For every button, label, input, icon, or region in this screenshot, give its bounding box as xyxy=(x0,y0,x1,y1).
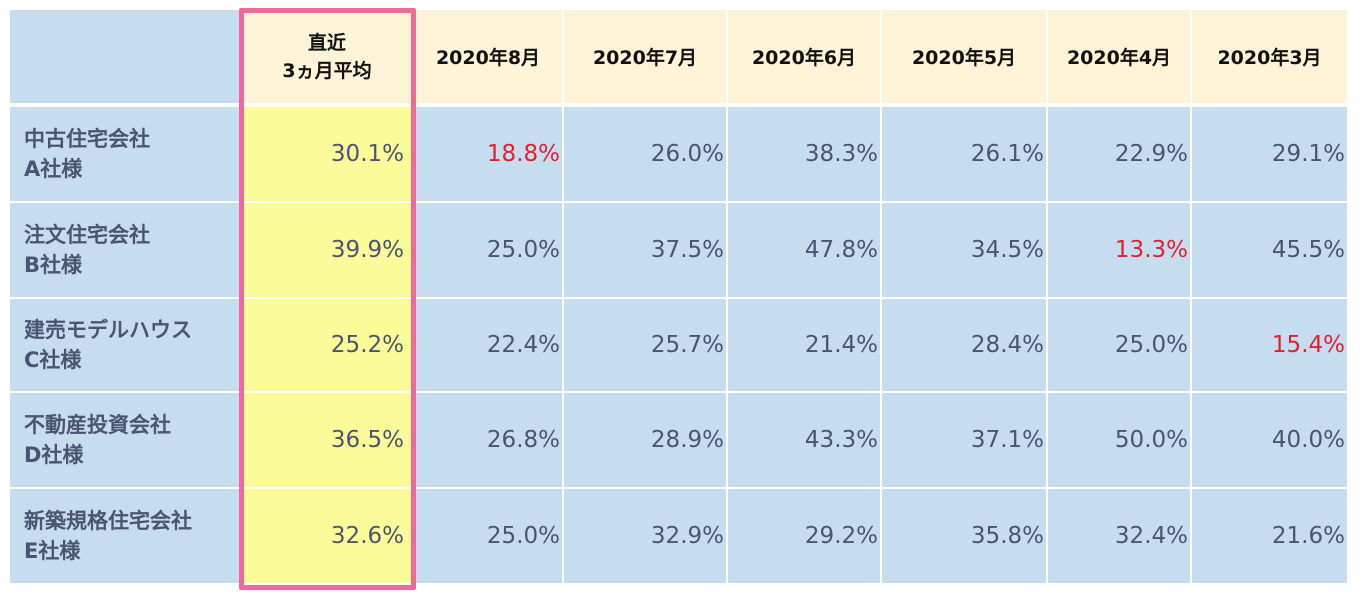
value-cell: 45.5% xyxy=(1192,203,1347,297)
value-cell: 47.8% xyxy=(728,203,880,297)
value-cell: 22.4% xyxy=(414,299,562,391)
value-cell: 32.9% xyxy=(564,489,726,583)
value-cell: 43.3% xyxy=(728,393,880,487)
value-cell: 25.0% xyxy=(1048,299,1190,391)
value-cell: 25.0% xyxy=(414,203,562,297)
avg-value-company-b: 39.9% xyxy=(242,203,412,297)
header-month-2020-04: 2020年4月 xyxy=(1048,10,1190,103)
header-month-2020-06: 2020年6月 xyxy=(728,10,880,103)
value-cell: 50.0% xyxy=(1048,393,1190,487)
comparison-table: 直近 3ヵ月平均 2020年8月 2020年7月 2020年6月 2020年5月… xyxy=(10,10,1347,585)
row-label-company-e: 新築規格住宅会社 E社様 xyxy=(10,489,240,583)
value-cell: 21.4% xyxy=(728,299,880,391)
avg-value-company-d: 36.5% xyxy=(242,393,412,487)
value-cell: 38.3% xyxy=(728,107,880,201)
header-3month-average: 直近 3ヵ月平均 xyxy=(242,10,412,103)
row-label-line1: 中古住宅会社 xyxy=(24,127,150,151)
value-cell: 40.0% xyxy=(1192,393,1347,487)
value-cell: 37.5% xyxy=(564,203,726,297)
avg-value-company-c: 25.2% xyxy=(242,299,412,391)
row-label-line2: B社様 xyxy=(24,253,83,277)
value-cell: 32.4% xyxy=(1048,489,1190,583)
value-cell: 22.9% xyxy=(1048,107,1190,201)
header-avg-line1: 直近 xyxy=(307,31,346,54)
value-cell: 35.8% xyxy=(882,489,1046,583)
value-cell: 26.8% xyxy=(414,393,562,487)
header-month-2020-05: 2020年5月 xyxy=(882,10,1046,103)
value-cell: 28.4% xyxy=(882,299,1046,391)
row-label-line1: 注文住宅会社 xyxy=(24,223,150,247)
value-cell: 25.7% xyxy=(564,299,726,391)
header-month-2020-07: 2020年7月 xyxy=(564,10,726,103)
avg-value-company-e: 32.6% xyxy=(242,489,412,583)
row-label-line2: E社様 xyxy=(24,539,81,563)
avg-value-company-a: 30.1% xyxy=(242,107,412,201)
value-cell: 37.1% xyxy=(882,393,1046,487)
header-corner-cell xyxy=(10,10,240,103)
header-month-2020-08: 2020年8月 xyxy=(414,10,562,103)
value-cell: 18.8% xyxy=(414,107,562,201)
row-label-line2: D社様 xyxy=(24,443,84,467)
value-cell: 13.3% xyxy=(1048,203,1190,297)
value-cell: 29.2% xyxy=(728,489,880,583)
value-cell: 28.9% xyxy=(564,393,726,487)
value-cell: 34.5% xyxy=(882,203,1046,297)
row-label-line1: 不動産投資会社 xyxy=(24,413,171,437)
value-cell: 21.6% xyxy=(1192,489,1347,583)
row-label-line1: 建売モデルハウス xyxy=(24,318,192,342)
value-cell: 15.4% xyxy=(1192,299,1347,391)
row-label-line2: C社様 xyxy=(24,348,82,372)
row-label-line1: 新築規格住宅会社 xyxy=(24,509,192,533)
row-label-company-a: 中古住宅会社 A社様 xyxy=(10,107,240,201)
row-label-company-b: 注文住宅会社 B社様 xyxy=(10,203,240,297)
value-cell: 29.1% xyxy=(1192,107,1347,201)
header-avg-line2: 3ヵ月平均 xyxy=(282,59,372,82)
header-month-2020-03: 2020年3月 xyxy=(1192,10,1347,103)
row-label-company-c: 建売モデルハウス C社様 xyxy=(10,299,240,391)
value-cell: 25.0% xyxy=(414,489,562,583)
value-cell: 26.0% xyxy=(564,107,726,201)
row-label-company-d: 不動産投資会社 D社様 xyxy=(10,393,240,487)
row-label-line2: A社様 xyxy=(24,157,83,181)
value-cell: 26.1% xyxy=(882,107,1046,201)
